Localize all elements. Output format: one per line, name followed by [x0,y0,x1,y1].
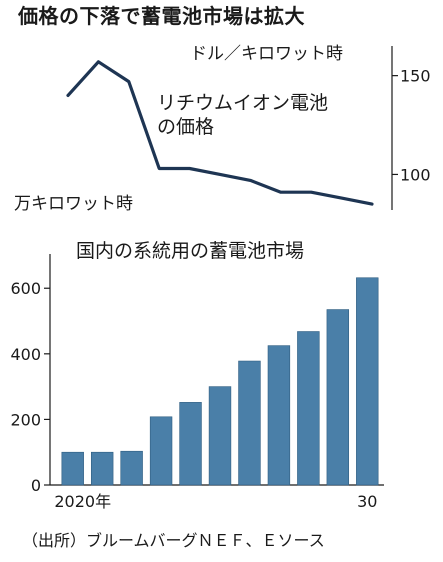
market-bar [149,416,173,486]
price-y-tick-label: 150 [400,67,431,86]
market-bar [179,402,202,486]
market-bar [326,309,350,486]
market-y-tick-label: 600 [10,279,41,298]
price-line-chart: 100 150 [66,46,431,210]
market-y-tick-label: 200 [10,410,41,429]
market-y-tick-label: 0 [31,476,41,495]
price-unit-label: ドル／キロワット時 [190,44,343,64]
market-bar [208,386,232,486]
market-bar [90,451,114,486]
market-bar [267,345,291,486]
source-note: （出所）ブルームバーグＮＥＦ、Ｅソース [22,531,325,550]
price-series-label-line1: リチウムイオン電池 [157,92,329,114]
market-unit-label: 万キロワット時 [14,194,133,214]
market-bar [238,360,261,486]
market-bar [356,277,379,486]
main-title: 価格の下落で蓄電池市場は拡大 [18,4,305,28]
market-bar [61,451,84,486]
price-y-tick-label: 100 [400,165,431,184]
market-bar [120,450,143,486]
price-series-label: リチウムイオン電池 の価格 [157,92,328,140]
market-x-tick-label-last: 30 [357,492,377,511]
price-series-line [66,60,374,206]
price-series-label-line2: の価格 [157,115,215,138]
market-bar-chart: 0 200 400 600 2020年 30 [10,254,384,511]
market-x-tick-label-first: 2020年 [54,492,111,511]
market-chart-title: 国内の系統用の蓄電池市場 [76,240,305,262]
market-bar [297,331,320,486]
market-y-tick-label: 400 [10,345,41,364]
